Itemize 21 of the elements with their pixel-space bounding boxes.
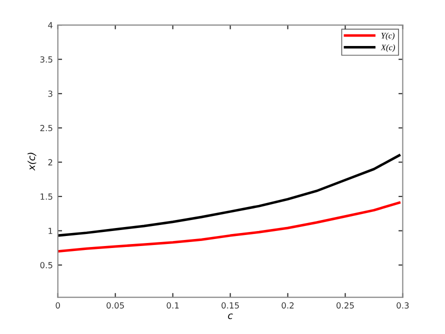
y-axis-title: x(c) — [28, 152, 36, 171]
x-axis-title: c — [228, 314, 233, 320]
y-tick-label: 3 — [48, 90, 52, 97]
y-tick-label: 0.5 — [40, 262, 52, 268]
y-tick-label: 4 — [48, 22, 53, 28]
x-tick-label: 0.15 — [222, 302, 239, 309]
y-tick-label: 1.5 — [40, 194, 52, 200]
line-series — [58, 201, 401, 253]
legend-label: Y(c) — [381, 32, 395, 40]
x-tick-label: 0 — [56, 302, 60, 309]
x-tick-label: 0.05 — [106, 302, 124, 309]
x-tick-label: 0.1 — [166, 302, 179, 309]
y-tick-label: 2.5 — [40, 124, 52, 132]
legend-label: X(c) — [380, 44, 395, 52]
y-tick-label: 1 — [48, 228, 52, 234]
x-tick-label: 0.25 — [336, 302, 354, 309]
y-tick-label: 2 — [48, 159, 52, 166]
x-tick-label: 0.3 — [396, 302, 409, 309]
line-series — [58, 154, 401, 237]
x-tick-label: 0.2 — [282, 302, 294, 309]
y-tick-label: 3.5 — [40, 56, 52, 63]
